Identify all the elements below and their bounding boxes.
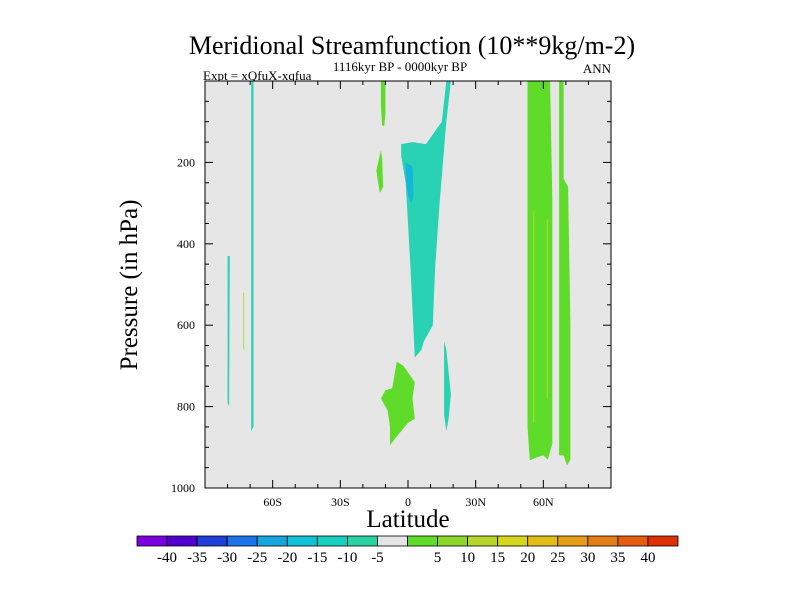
colorbar-label: 40	[640, 550, 655, 566]
contour-region-band-60n	[527, 81, 553, 461]
colorbar-label: -30	[217, 550, 237, 566]
contour-region-sh-strip-b	[251, 81, 254, 431]
contour-region-upper-patch-a	[380, 81, 386, 126]
colorbar-label: 15	[490, 550, 505, 566]
plot-frame	[204, 80, 612, 489]
colorbar-label: -25	[247, 550, 267, 566]
y-tick-label: 200	[177, 155, 195, 169]
contour-region-nh-narrow	[444, 341, 451, 431]
x-tick-label: 30N	[465, 495, 486, 509]
colorbar-swatch	[346, 535, 378, 547]
colorbar-swatch	[226, 535, 258, 547]
colorbar-label: 5	[434, 550, 442, 566]
colorbar-swatch	[497, 535, 529, 547]
colorbar-swatch	[166, 535, 198, 547]
y-tick-label: 600	[177, 318, 195, 332]
colorbar-swatch	[136, 535, 168, 547]
colorbar-label: 30	[580, 550, 595, 566]
colorbar-label: 25	[550, 550, 565, 566]
contour-region-equatorial-core	[405, 162, 414, 204]
y-axis-label: Pressure (in hPa)	[116, 200, 143, 371]
y-tick-label: 800	[177, 400, 195, 414]
axis-ticks: 60S 30S 0 30N 60N 200 400 600 800 1000	[171, 80, 612, 509]
colorbar-swatch	[467, 535, 499, 547]
colorbar: -40 -35 -30 -25 -20 -15 -10 -5 5 10 15 20 25 30 35 40	[136, 535, 679, 566]
contour-region-sh-strip-a	[227, 256, 230, 407]
colorbar-swatch	[647, 535, 679, 547]
period-label: 1116kyr BP - 0000kyr BP	[333, 59, 467, 74]
colorbar-label: -10	[337, 550, 357, 566]
contour-region-equatorial-cell	[401, 81, 451, 358]
x-tick-label: 30S	[331, 495, 350, 509]
colorbar-label: -35	[187, 550, 207, 566]
chart-title: Meridional Streamfunction (10**9kg/m-2)	[189, 31, 635, 60]
season-label: ANN	[583, 61, 612, 76]
contour-region-lower-patch	[380, 361, 415, 446]
colorbar-swatch	[437, 535, 469, 547]
colorbar-swatch	[256, 535, 288, 547]
x-tick-label: 60S	[263, 495, 282, 509]
colorbar-swatch	[286, 535, 318, 547]
colorbar-label: 35	[610, 550, 625, 566]
contour-region-band-60n-inner-a	[533, 211, 535, 423]
y-tick-label: 1000	[171, 481, 195, 495]
contour-region-band-70n	[559, 81, 571, 466]
colorbar-label: -15	[307, 550, 327, 566]
colorbar-swatch	[617, 535, 649, 547]
colorbar-swatch	[407, 535, 438, 547]
contour-region-sh-strip-b-edge	[243, 292, 245, 350]
colorbar-label: -20	[277, 550, 297, 566]
y-tick-label: 400	[177, 237, 195, 251]
colorbar-label: 20	[520, 550, 535, 566]
contour-regions	[227, 81, 571, 466]
colorbar-swatch	[587, 535, 619, 547]
colorbar-label: 10	[460, 550, 475, 566]
colorbar-swatch	[527, 535, 559, 547]
contour-region-upper-patch-b	[376, 150, 384, 193]
colorbar-label: -40	[157, 550, 177, 566]
x-tick-label: 0	[405, 495, 411, 509]
colorbar-swatch	[377, 535, 408, 547]
colorbar-label: -5	[371, 550, 384, 566]
colorbar-swatch	[196, 535, 228, 547]
colorbar-swatch	[316, 535, 348, 547]
experiment-label: Expt = xQfuX-xqfua	[203, 68, 312, 83]
contour-region-band-60n-inner-b	[546, 219, 548, 399]
x-axis-label: Latitude	[366, 506, 449, 533]
colorbar-swatch	[557, 535, 589, 547]
x-tick-label: 60N	[533, 495, 554, 509]
